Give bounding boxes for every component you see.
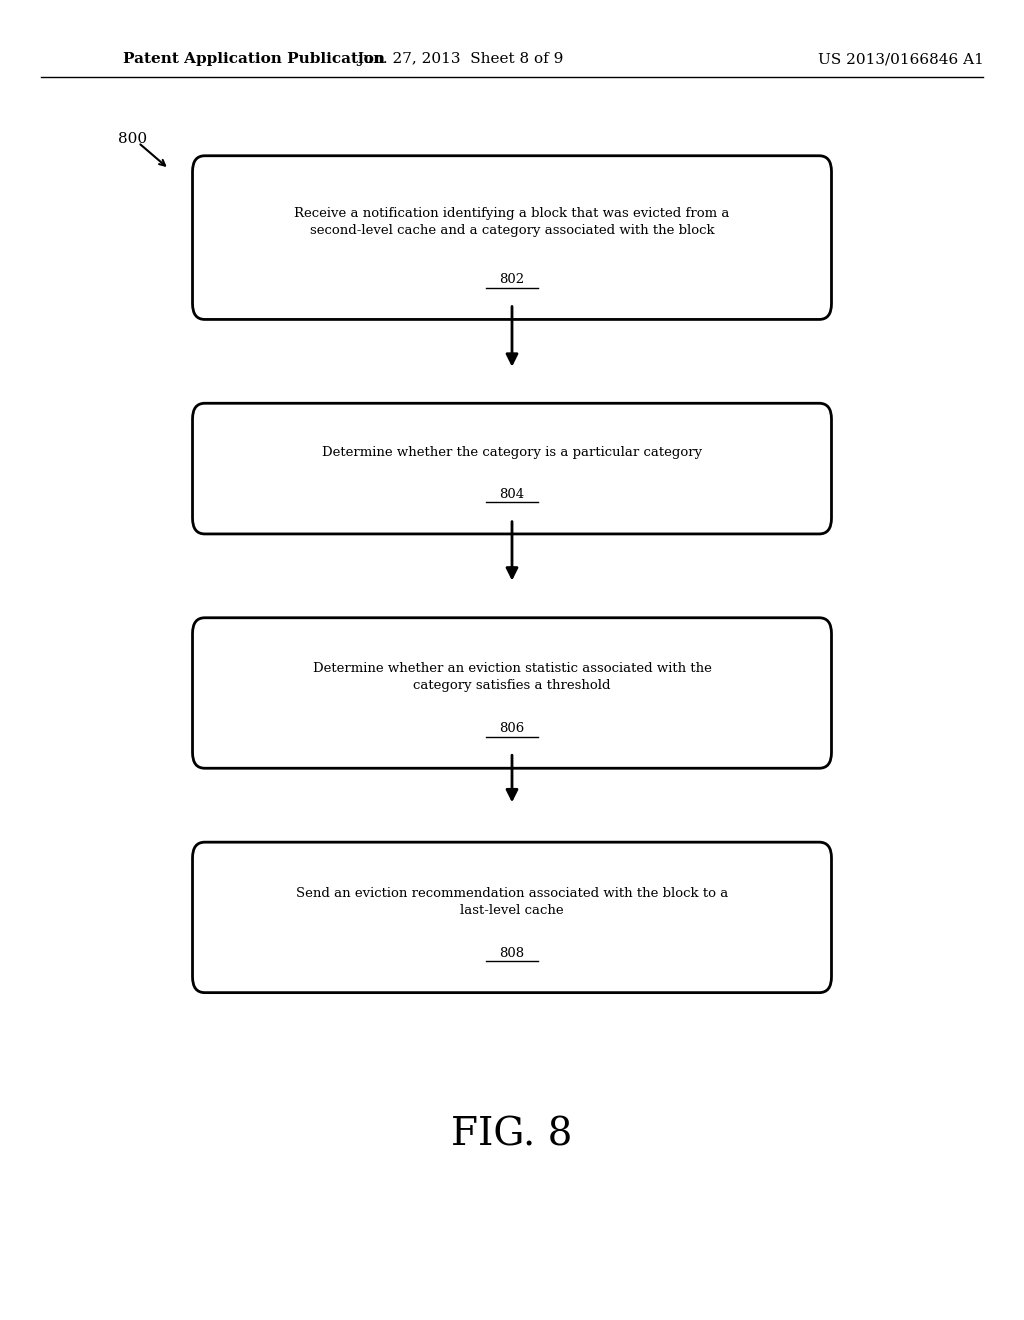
- FancyBboxPatch shape: [193, 618, 831, 768]
- FancyBboxPatch shape: [193, 842, 831, 993]
- Text: 802: 802: [500, 273, 524, 286]
- Text: Send an eviction recommendation associated with the block to a
last-level cache: Send an eviction recommendation associat…: [296, 887, 728, 916]
- Text: US 2013/0166846 A1: US 2013/0166846 A1: [818, 53, 984, 66]
- Text: FIG. 8: FIG. 8: [452, 1117, 572, 1154]
- Text: Determine whether an eviction statistic associated with the
category satisfies a: Determine whether an eviction statistic …: [312, 663, 712, 692]
- FancyBboxPatch shape: [193, 404, 831, 533]
- FancyBboxPatch shape: [193, 156, 831, 319]
- Text: Determine whether the category is a particular category: Determine whether the category is a part…: [322, 446, 702, 459]
- Text: 804: 804: [500, 488, 524, 500]
- Text: 808: 808: [500, 946, 524, 960]
- Text: Patent Application Publication: Patent Application Publication: [123, 53, 385, 66]
- Text: 800: 800: [118, 132, 146, 145]
- Text: 806: 806: [500, 722, 524, 735]
- Text: Receive a notification identifying a block that was evicted from a
second-level : Receive a notification identifying a blo…: [294, 207, 730, 236]
- Text: Jun. 27, 2013  Sheet 8 of 9: Jun. 27, 2013 Sheet 8 of 9: [357, 53, 564, 66]
